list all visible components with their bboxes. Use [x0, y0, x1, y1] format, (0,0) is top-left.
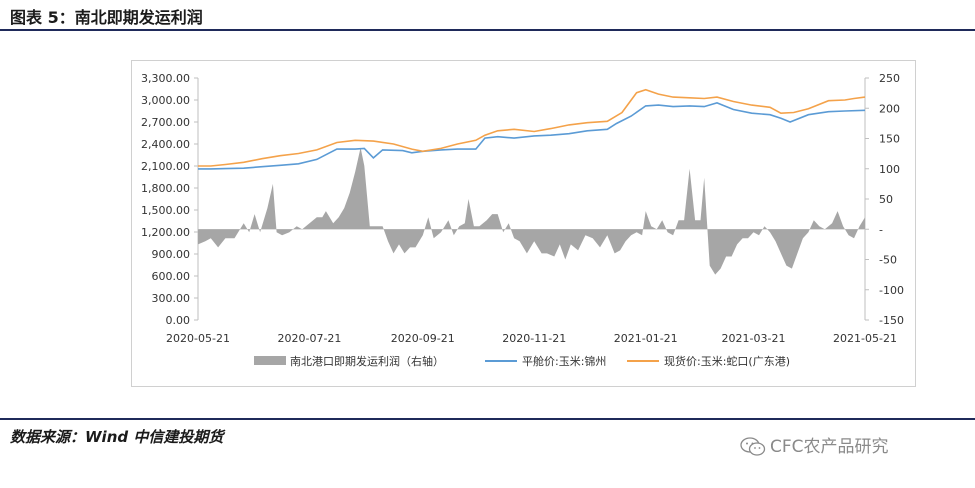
y-right-tick-label: 150: [879, 133, 900, 146]
source-note: 数据来源：Wind 中信建投期货: [10, 428, 224, 446]
y-right-tick-label: -100: [879, 284, 904, 297]
y-right-tick-label: -150: [879, 314, 904, 327]
x-tick-label: 2020-07-21: [278, 332, 342, 345]
y-left-tick-label: 3,000.00: [141, 94, 190, 107]
series-area-profit: [198, 147, 865, 275]
y-right-tick-label: 100: [879, 163, 900, 176]
wechat-icon: [740, 437, 766, 456]
y-right-tick-label: -50: [879, 254, 897, 267]
y-left-tick-label: 3,300.00: [141, 72, 190, 85]
x-tick-label: 2020-09-21: [391, 332, 455, 345]
x-tick-label: 2021-05-21: [833, 332, 897, 345]
legend-swatch-profit: [254, 356, 286, 365]
legend-label-profit: 南北港口即期发运利润（右轴）: [290, 354, 444, 368]
y-right-tick-label: -: [879, 223, 883, 236]
x-tick-label: 2020-05-21: [166, 332, 230, 345]
y-left-tick-label: 900.00: [152, 248, 191, 261]
legend-label-pingcang: 平舱价:玉米:锦州: [522, 354, 606, 368]
x-tick-label: 2020-11-21: [502, 332, 566, 345]
series-line-pingcang: [198, 102, 866, 170]
series-line-xianhuo: [198, 88, 866, 167]
y-right-tick-label: 200: [879, 102, 900, 115]
x-tick-label: 2021-03-21: [722, 332, 786, 345]
y-left-tick-label: 2,700.00: [141, 116, 190, 129]
y-left-tick-label: 1,200.00: [141, 226, 190, 239]
header-divider: [0, 29, 975, 31]
y-left-tick-label: 600.00: [152, 270, 191, 283]
footer-divider: [0, 418, 975, 420]
x-tick-label: 2021-01-21: [614, 332, 678, 345]
y-right-tick-label: 50: [879, 193, 893, 206]
y-left-tick-label: 0.00: [166, 314, 191, 327]
y-left-tick-label: 1,500.00: [141, 204, 190, 217]
y-right-tick-label: 250: [879, 72, 900, 85]
brand-watermark: CFC农产品研究: [740, 432, 889, 457]
y-left-tick-label: 2,100.00: [141, 160, 190, 173]
chart-svg: 3,300.00 3,000.00 2,700.00 2,400.00 2,100.00…: [141, 72, 904, 368]
y-left-tick-label: 1,800.00: [141, 182, 190, 195]
y-left-tick-label: 300.00: [152, 292, 191, 305]
brand-label: CFC农产品研究: [770, 437, 889, 457]
page-title: 图表 5：南北即期发运利润: [10, 8, 203, 27]
chart-frame: 3,300.00 3,000.00 2,700.00 2,400.00 2,100.00…: [131, 60, 916, 387]
y-left-tick-label: 2,400.00: [141, 138, 190, 151]
legend-label-xianhuo: 现货价:玉米:蛇口(广东港): [664, 354, 790, 368]
